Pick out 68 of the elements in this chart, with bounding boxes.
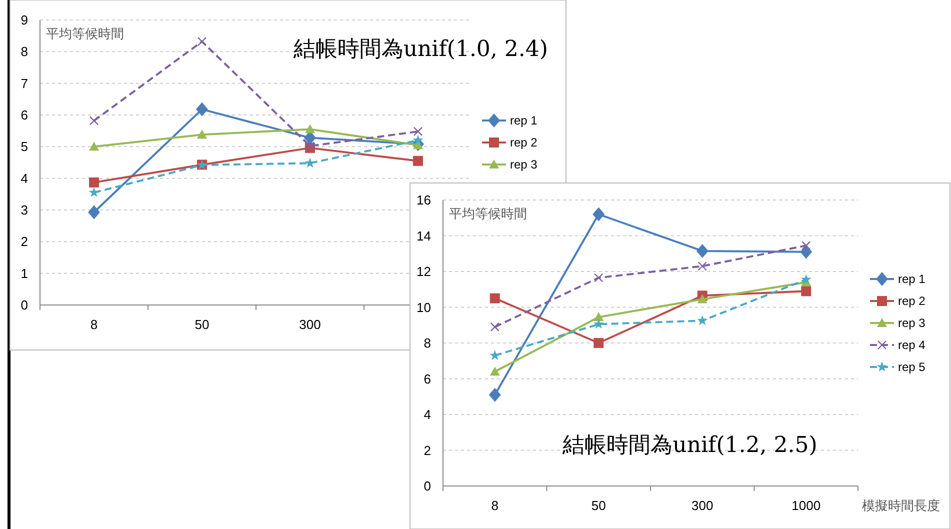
point (593, 318, 604, 329)
point (197, 36, 207, 46)
y-tick-label: 1 (20, 266, 28, 281)
point (594, 312, 604, 322)
x-axis-title: 模擬時間長度 (862, 498, 940, 513)
y-tick-label: 2 (424, 442, 431, 458)
legend-label: rep 2 (510, 136, 538, 150)
x-tick-label: 50 (591, 498, 606, 513)
y-tick-label: 16 (416, 192, 431, 208)
x-tick-label: 300 (299, 317, 321, 332)
legend-label: rep 1 (898, 272, 926, 286)
y-tick-label: 8 (424, 336, 431, 351)
point (413, 156, 423, 166)
point (196, 102, 208, 116)
y-tick-label: 0 (424, 478, 431, 494)
point (88, 205, 100, 220)
text: 結帳時間為unif(1.0, 2.4) (292, 37, 548, 62)
point (88, 187, 100, 198)
y-tick-label: 14 (416, 228, 431, 244)
y-tick-label: 12 (416, 264, 431, 280)
point (594, 338, 604, 348)
point (490, 293, 500, 304)
y-tick-label: 5 (20, 139, 28, 154)
point (698, 262, 707, 271)
x-tick-label: 8 (90, 317, 98, 332)
y-tick-label: 6 (20, 108, 28, 123)
point (802, 240, 811, 250)
point (89, 142, 99, 151)
point (89, 116, 99, 126)
point (592, 207, 605, 222)
point (801, 286, 812, 296)
point (696, 244, 708, 258)
y-tick-label: 9 (20, 12, 28, 28)
point (490, 366, 500, 376)
point (304, 158, 316, 168)
y-tick-label: 0 (20, 298, 28, 313)
y-tick-label: 8 (20, 44, 28, 60)
legend-label: rep 1 (510, 114, 538, 128)
x-tick-label: 1000 (792, 498, 821, 513)
point (490, 322, 500, 332)
legend-label: rep 4 (898, 338, 926, 352)
y-tick-label: 4 (424, 407, 431, 422)
point (413, 126, 423, 136)
legend-label: rep 5 (898, 360, 926, 374)
y-tick-label: 10 (416, 300, 431, 315)
point (305, 124, 315, 134)
x-tick-label: 8 (491, 498, 498, 513)
point (488, 388, 501, 402)
point (412, 134, 424, 145)
x-tick-label: 50 (194, 317, 210, 332)
y-tick-label: 6 (424, 371, 431, 386)
y-axis-title: 平均等候時間 (449, 206, 527, 221)
y-axis-title: 平均等候時間 (46, 26, 124, 41)
y-tick-label: 2 (20, 234, 28, 250)
y-tick-label: 3 (20, 202, 28, 218)
legend-label: rep 3 (510, 158, 538, 172)
legend-label: rep 2 (898, 294, 926, 308)
point (697, 294, 708, 304)
point (800, 274, 812, 284)
y-tick-label: 4 (20, 170, 28, 186)
point (594, 273, 604, 282)
text: 結帳時間為unif(1.2, 2.5) (562, 433, 818, 458)
y-tick-label: 7 (20, 76, 28, 91)
point (89, 177, 99, 188)
legend-label: rep 3 (898, 316, 926, 330)
point (197, 130, 207, 139)
point (697, 315, 708, 326)
x-tick-label: 300 (692, 498, 714, 513)
